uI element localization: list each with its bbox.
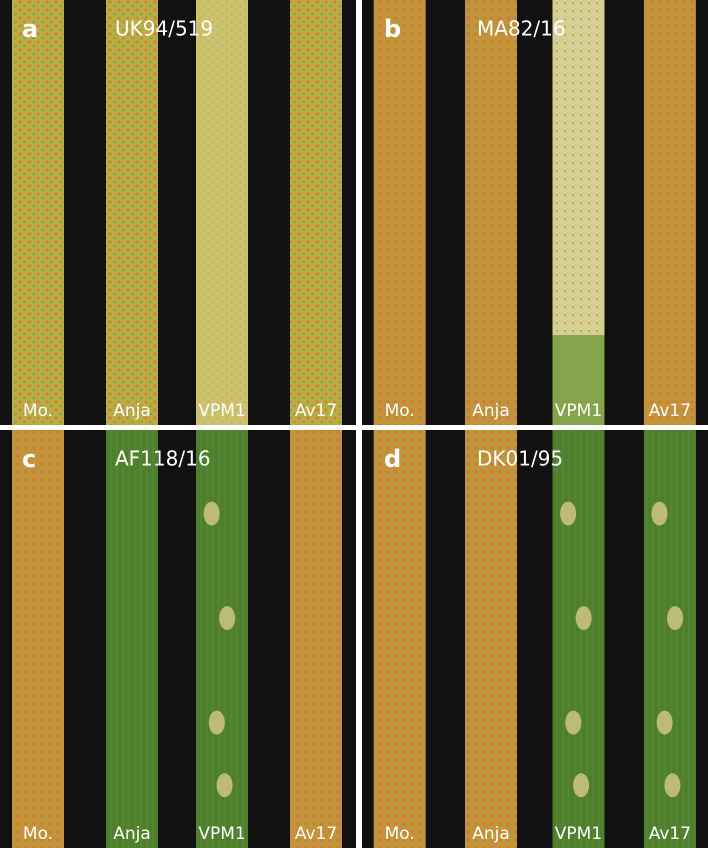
leaf-label: Mo. [23,824,53,844]
leaf [106,430,158,848]
leaf [290,0,342,425]
lesion [657,711,673,735]
lesion [576,606,592,630]
leaf-label: VPM1 [198,401,245,421]
leaf-label: Mo. [385,401,415,421]
leaf [12,0,64,425]
panel-letter: c [22,445,36,473]
lesion [219,606,235,630]
leaf [290,430,342,848]
panel-letter: b [384,15,401,43]
lesion [565,711,581,735]
panel: Mo. Anja VPM1 Av17 a UK94/519 [0,0,356,425]
lesion [209,711,225,735]
lesion [651,502,667,526]
panel-letter: d [384,445,401,473]
leaf-label: Av17 [295,401,337,421]
lesion [217,773,233,797]
leaf [374,430,426,848]
lesion [204,502,220,526]
leaf-label: Anja [113,824,151,844]
lesion [560,502,576,526]
leaf-label: VPM1 [555,401,602,421]
leaf [465,0,517,425]
leaf-label: Mo. [385,824,415,844]
leaf [374,0,426,425]
lesion [664,773,680,797]
leaf-label: Anja [113,401,151,421]
panel-letter: a [22,15,38,43]
figure: Mo. Anja VPM1 Av17 a UK94/519 Mo. Anja VPM1 Av17 b… [0,0,708,848]
leaf [12,430,64,848]
isolate-name: DK01/95 [477,447,563,471]
leaf [644,0,696,425]
leaf-label: Anja [472,401,510,421]
isolate-name: MA82/16 [477,17,566,41]
lesion [573,773,589,797]
leaf [465,430,517,848]
isolate-name: AF118/16 [115,447,211,471]
isolate-name: UK94/519 [115,17,213,41]
panel: Mo. Anja VPM1 Av17 d DK01/95 [362,430,708,848]
panel: Mo. Anja VPM1 Av17 b MA82/16 [362,0,708,425]
leaf-label: Mo. [23,401,53,421]
leaf-label: Av17 [295,824,337,844]
leaf-label: VPM1 [198,824,245,844]
leaf-label: Av17 [649,824,691,844]
leaf-sheen [196,0,248,425]
leaf-label: Anja [472,824,510,844]
leaf-label: Av17 [649,401,691,421]
lesion [667,606,683,630]
leaf [106,0,158,425]
panel: Mo. Anja VPM1 Av17 c AF118/16 [0,430,356,848]
leaf-label: VPM1 [555,824,602,844]
